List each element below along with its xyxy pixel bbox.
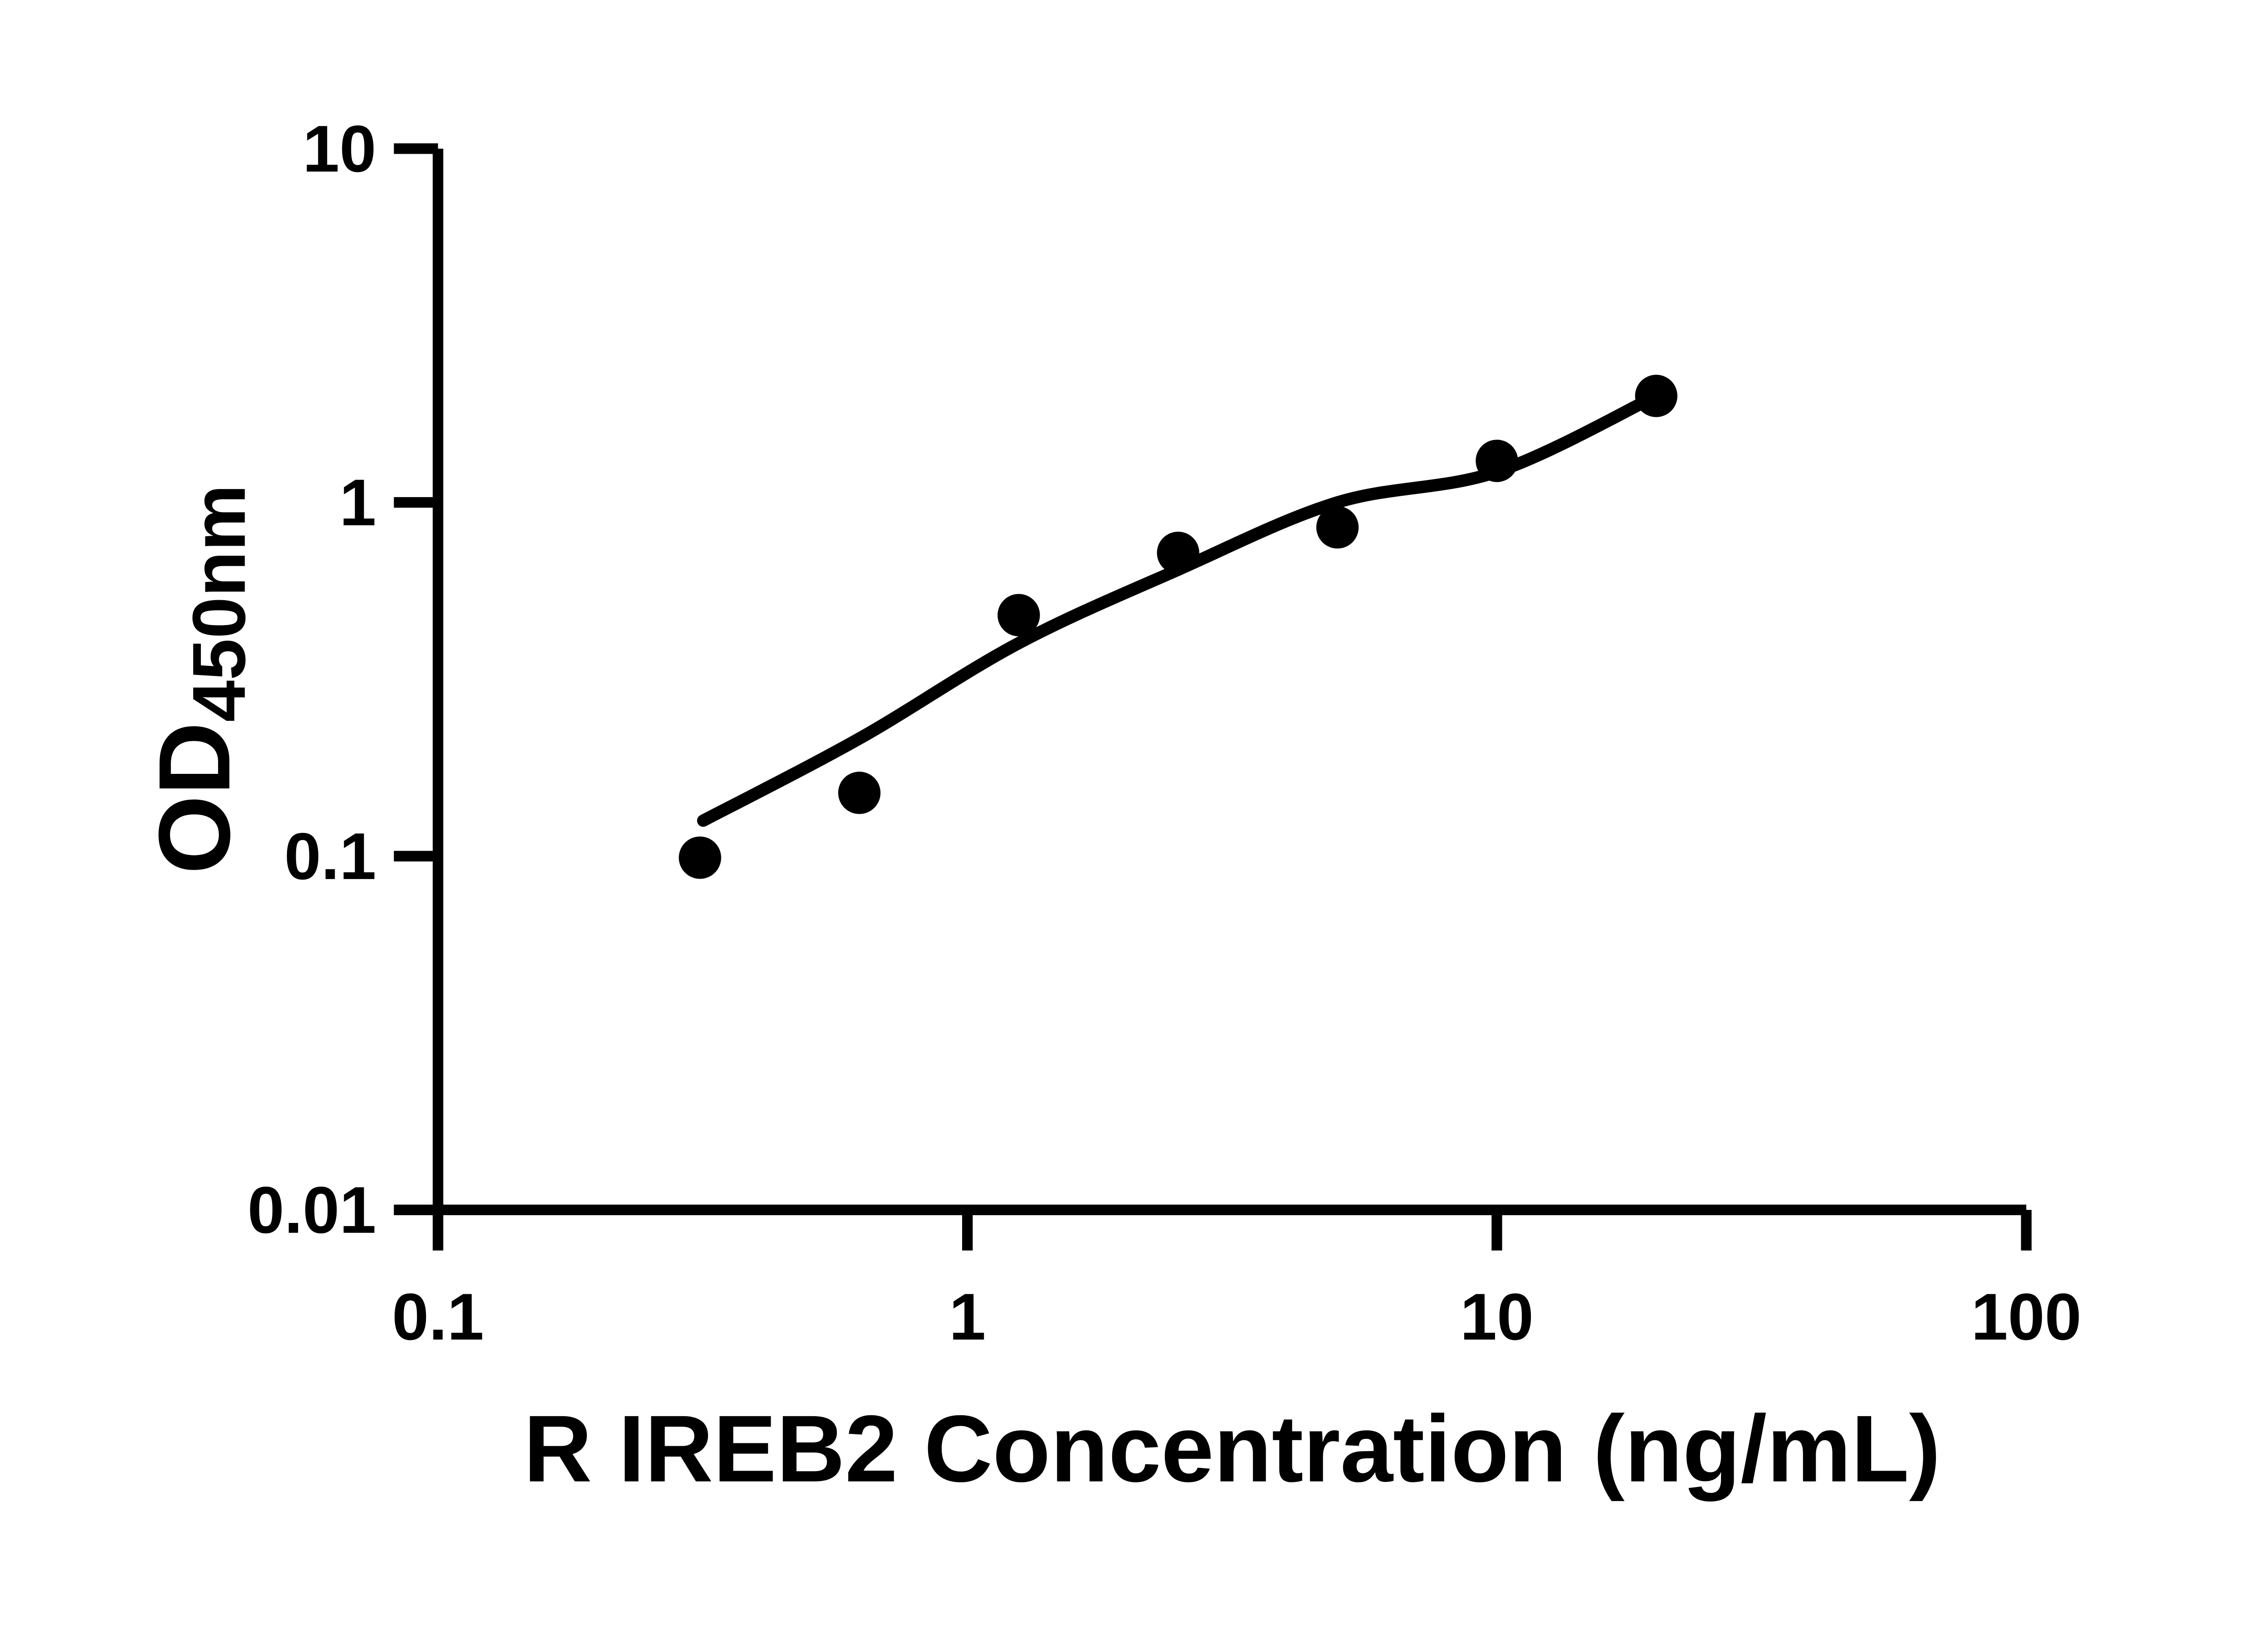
x-tick-label-10: 10 bbox=[1460, 1280, 1534, 1354]
elisa-standard-curve-figure: 10 1 0.1 0.01 0.1 1 10 100 OD450nm R IREB2 Concen… bbox=[138, 112, 2082, 1502]
data-point-marker bbox=[1635, 375, 1677, 417]
y-tick-label-0.1: 0.1 bbox=[284, 819, 376, 893]
x-tick-label-0.1: 0.1 bbox=[392, 1280, 484, 1354]
data-point-marker bbox=[1476, 440, 1518, 482]
y-axis-title-subscript: 450nm bbox=[177, 484, 261, 722]
x-tick-label-100: 100 bbox=[1971, 1280, 2081, 1354]
data-point-marker bbox=[997, 594, 1040, 636]
axes-spine bbox=[432, 148, 2027, 1215]
y-axis-title-main: OD bbox=[138, 722, 251, 874]
y-tick-label-10: 10 bbox=[303, 112, 376, 186]
data-point-marker bbox=[1157, 532, 1199, 574]
x-tick-label-1: 1 bbox=[949, 1280, 986, 1354]
data-point-marker bbox=[679, 836, 721, 879]
x-axis-title: R IREB2 Concentration (ng/mL) bbox=[523, 1396, 1941, 1502]
data-point-marker bbox=[1316, 506, 1359, 549]
data-point-marker bbox=[838, 772, 881, 814]
y-axis-title: OD450nm bbox=[138, 484, 261, 874]
y-tick-label-0.01: 0.01 bbox=[248, 1173, 376, 1247]
y-tick-label-1: 1 bbox=[339, 465, 376, 539]
